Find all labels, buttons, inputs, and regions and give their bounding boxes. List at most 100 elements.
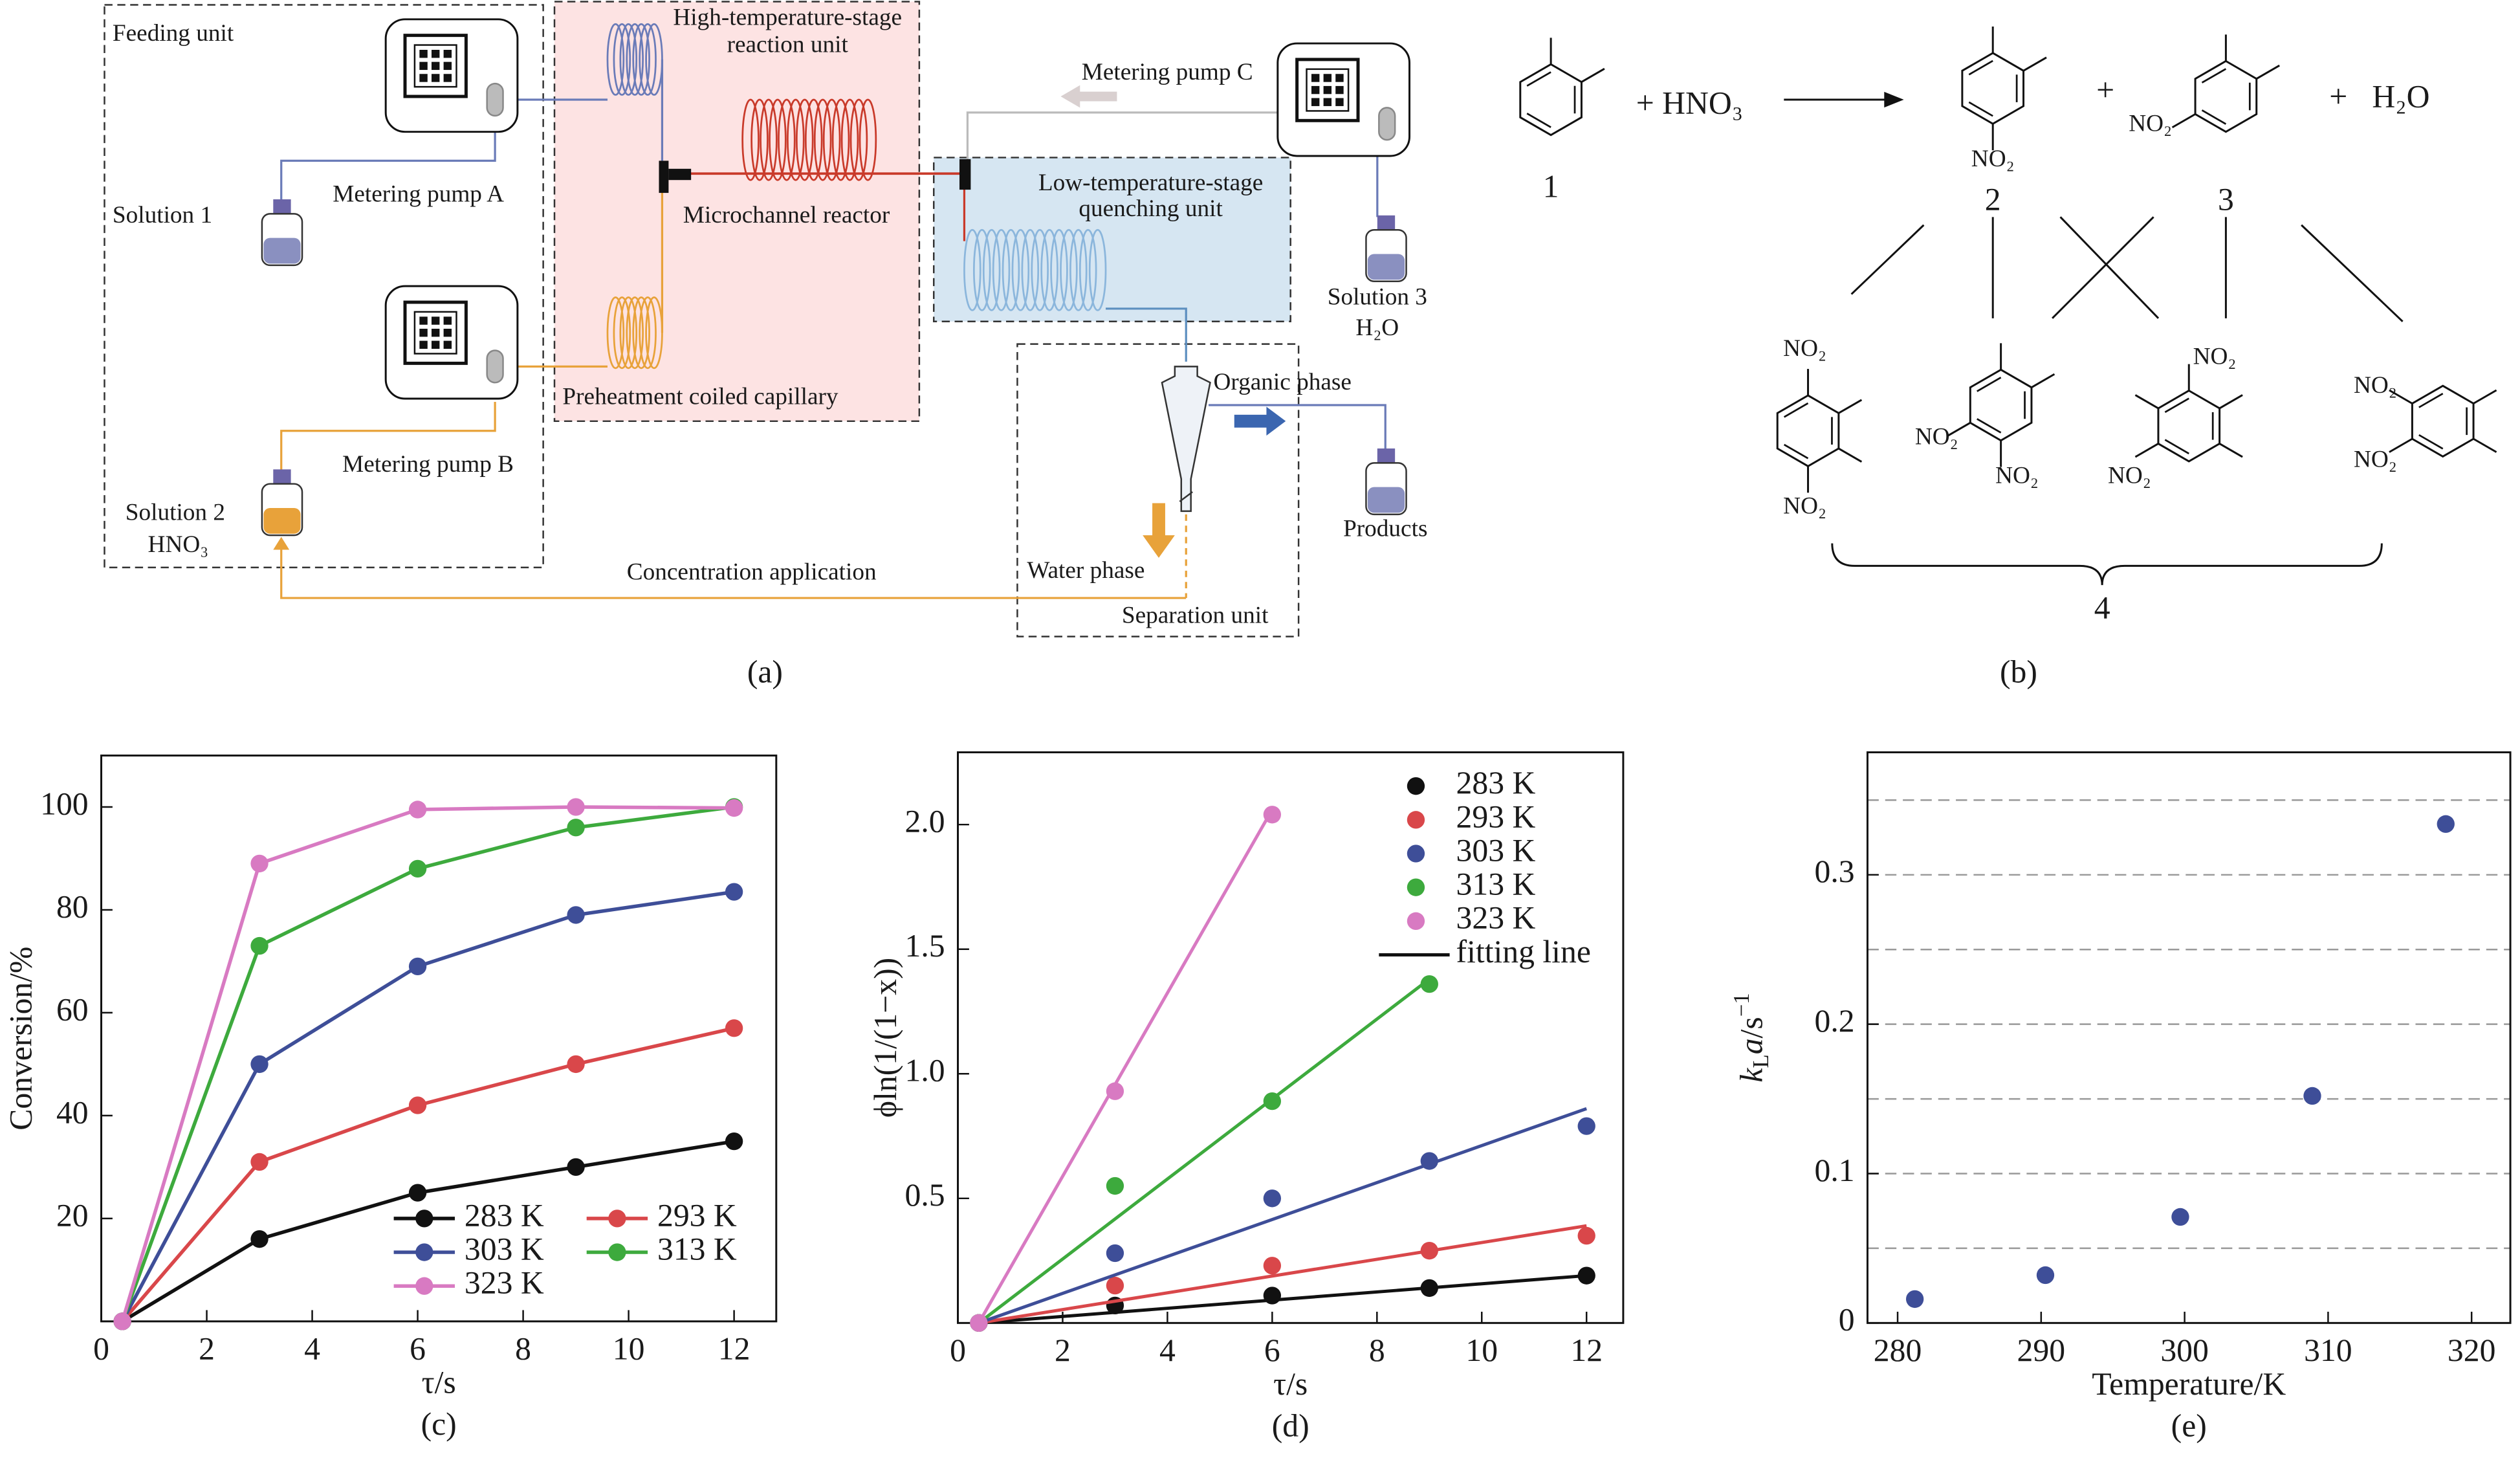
key xyxy=(1335,74,1344,82)
point xyxy=(250,1153,268,1171)
key xyxy=(1311,98,1320,106)
series-line xyxy=(120,805,734,1322)
chart: 280 290 300 310 320 0 0.1 0.2 0.3 Temperature/K (e… xyxy=(1729,751,2512,1444)
legend-marker xyxy=(1407,878,1425,896)
coil-loop xyxy=(1002,228,1020,311)
label: Organic phase xyxy=(1213,369,1351,395)
key xyxy=(419,328,428,337)
coil-loop xyxy=(859,98,877,181)
plot-frame xyxy=(957,751,1625,1324)
arrow xyxy=(1850,224,1925,295)
double-bond xyxy=(1968,101,1993,117)
y-axis-label: Conversion/% xyxy=(3,947,39,1131)
bottle-cap xyxy=(273,469,291,484)
legend-label: 313 K xyxy=(1456,867,1536,902)
fit-line xyxy=(978,1224,1587,1325)
coil-loop xyxy=(972,228,991,311)
coil-loop xyxy=(760,98,778,181)
legend-marker xyxy=(415,1209,433,1228)
y-tick-label: 0.1 xyxy=(1814,1153,1854,1188)
bond xyxy=(2389,437,2413,453)
x-tick-label: 2 xyxy=(1055,1332,1071,1368)
bond xyxy=(2134,443,2159,458)
coil-loop xyxy=(831,98,850,181)
arrow xyxy=(1143,503,1175,558)
keypad xyxy=(1306,68,1350,112)
x-tick-label: 8 xyxy=(1369,1332,1385,1368)
caption: (d) xyxy=(1272,1408,1309,1444)
point xyxy=(1905,1290,1924,1309)
key xyxy=(1335,85,1344,94)
label: 1 xyxy=(1543,169,1559,204)
fit-line xyxy=(977,808,1274,1324)
y-axis-label-part: /s xyxy=(1734,1017,1769,1038)
pipe xyxy=(280,402,496,471)
coil-loop xyxy=(813,98,832,181)
coil-loop xyxy=(982,228,1001,311)
bond xyxy=(2022,56,2047,72)
point xyxy=(1263,1287,1282,1305)
legend-label: 323 K xyxy=(1456,900,1536,936)
key xyxy=(419,316,428,325)
fit-line xyxy=(978,1274,1587,1325)
legend-label: fitting line xyxy=(1456,934,1591,969)
coil-loop xyxy=(804,98,823,181)
valve xyxy=(1179,491,1193,503)
double-bond xyxy=(1977,377,2002,392)
bottle-liquid xyxy=(1367,254,1405,280)
coil-loop xyxy=(632,296,650,370)
point xyxy=(1420,1279,1438,1298)
key xyxy=(1323,98,1332,106)
label: Solution 1 xyxy=(113,202,212,228)
key xyxy=(431,328,440,337)
bond xyxy=(2473,389,2497,404)
label: Metering pump A xyxy=(333,181,504,208)
coil-loop xyxy=(639,23,657,96)
junction xyxy=(959,159,971,190)
bond xyxy=(1947,422,1971,437)
legend-marker xyxy=(1407,811,1425,829)
coil-loop xyxy=(1069,228,1088,311)
legend-label: 323 K xyxy=(465,1265,544,1301)
point xyxy=(725,1132,743,1151)
x-tick-label: 8 xyxy=(515,1331,531,1366)
double-bond xyxy=(1783,402,1809,418)
legend-label: 283 K xyxy=(465,1197,544,1233)
key xyxy=(431,50,440,58)
label: Products xyxy=(1343,515,1427,542)
key xyxy=(419,50,428,58)
arrow xyxy=(1234,406,1286,436)
coil-loop xyxy=(1088,228,1107,311)
arrow-head xyxy=(273,536,290,550)
y-tick-label: 20 xyxy=(56,1197,89,1233)
caption: (e) xyxy=(2171,1408,2207,1444)
x-axis-label: Temperature/K xyxy=(2092,1366,2286,1402)
coil-loop xyxy=(1031,228,1049,311)
label: NO₂ xyxy=(2354,372,2397,399)
point xyxy=(2303,1087,2321,1105)
coil-loop xyxy=(639,296,657,370)
coil-loop xyxy=(632,23,650,96)
coil-loop xyxy=(795,98,814,181)
feeding-box xyxy=(104,4,544,569)
point xyxy=(1263,1257,1282,1275)
capsule xyxy=(1378,107,1396,141)
x-tick-label: 12 xyxy=(1570,1332,1603,1368)
label: NO₂ xyxy=(2108,462,2151,489)
key xyxy=(419,340,428,349)
pipe xyxy=(280,131,496,201)
x-tick-label: 10 xyxy=(613,1331,645,1366)
key xyxy=(431,74,440,82)
y-tick-label: 0.3 xyxy=(1814,854,1854,889)
coil-loop xyxy=(606,296,625,370)
label: Water phase xyxy=(1027,557,1145,584)
flow-diagram xyxy=(104,1,1386,637)
bottle-cap xyxy=(1377,448,1396,463)
key xyxy=(431,316,440,325)
point xyxy=(1263,1092,1282,1110)
key xyxy=(1323,85,1332,94)
point xyxy=(1106,1276,1124,1295)
key xyxy=(1323,74,1332,82)
bond xyxy=(2389,389,2413,404)
x-tick-label: 4 xyxy=(1159,1332,1176,1368)
